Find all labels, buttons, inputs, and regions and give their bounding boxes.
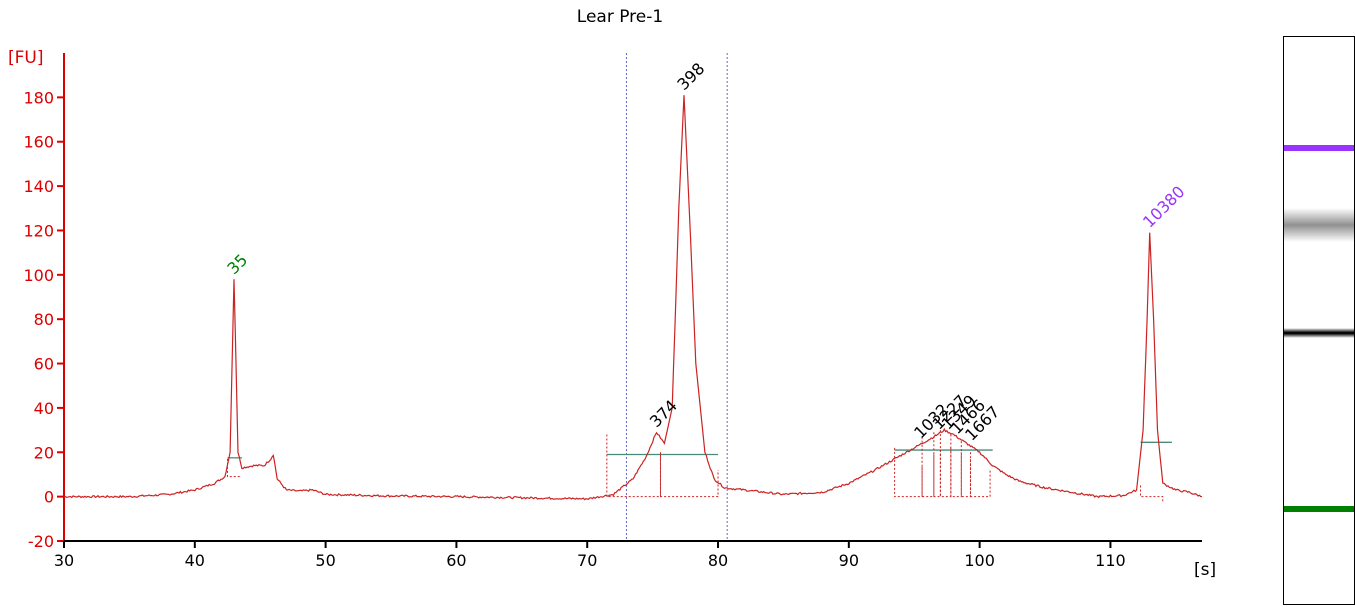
y-tick-label: 20 (34, 443, 54, 462)
x-tick-label: 30 (54, 551, 74, 570)
peak-integration-lines (227, 430, 1172, 504)
integration-fill (933, 432, 941, 498)
x-tick-label: 50 (315, 551, 335, 570)
x-tick-label: 100 (964, 551, 995, 570)
x-tick-label: 80 (708, 551, 728, 570)
gel-band (1284, 144, 1354, 151)
integration-fill (921, 436, 935, 498)
y-tick-label: 140 (23, 177, 54, 196)
y-axis-label: [FU] (8, 48, 44, 68)
gel-band (1284, 207, 1354, 242)
integration-fill (659, 452, 719, 498)
electropherogram-chart: Lear Pre-1 [FU] [s] -20 0 20 40 60 80 100 120 14… (8, 7, 1216, 580)
x-axis-label: [s] (1194, 560, 1216, 580)
trace-layer (63, 95, 1203, 501)
x-tick-label: 60 (446, 551, 466, 570)
peak-label: 10380 (1139, 182, 1188, 231)
y-tick-label: 0 (44, 488, 54, 507)
y-tick-label: 40 (34, 399, 54, 418)
integration-fill (950, 434, 962, 498)
y-tick-label: 180 (23, 88, 54, 107)
x-tick-label: 110 (1095, 551, 1126, 570)
y-tick-label: -20 (28, 532, 54, 551)
integration-fill (1140, 485, 1164, 504)
integration-fill (606, 434, 661, 498)
y-tick-label: 160 (23, 133, 54, 152)
gel-band (1284, 506, 1354, 513)
region-markers (625, 53, 728, 541)
peak-label: 35 (223, 250, 251, 278)
x-tick-label: 70 (577, 551, 597, 570)
y-tick-label: 100 (23, 266, 54, 285)
gel-band (1284, 327, 1354, 338)
virtual-gel-lane (1283, 36, 1355, 605)
x-tick-label: 40 (185, 551, 205, 570)
chart-title: Lear Pre-1 (577, 7, 663, 27)
trace-line (63, 95, 1203, 501)
integration-fill (939, 430, 952, 498)
integration-fill (969, 452, 991, 498)
y-tick-label: 80 (34, 310, 54, 329)
axes: -20 0 20 40 60 80 100 120 140 160 180 30 40 50 60 70 80 9… (23, 53, 1202, 570)
y-tick-label: 60 (34, 355, 54, 374)
x-tick-label: 90 (839, 551, 859, 570)
integration-fill (894, 447, 923, 498)
integration-fill (960, 441, 971, 498)
peak-label: 374 (646, 396, 681, 431)
peak-label: 398 (673, 59, 708, 94)
y-tick-label: 120 (23, 221, 54, 240)
